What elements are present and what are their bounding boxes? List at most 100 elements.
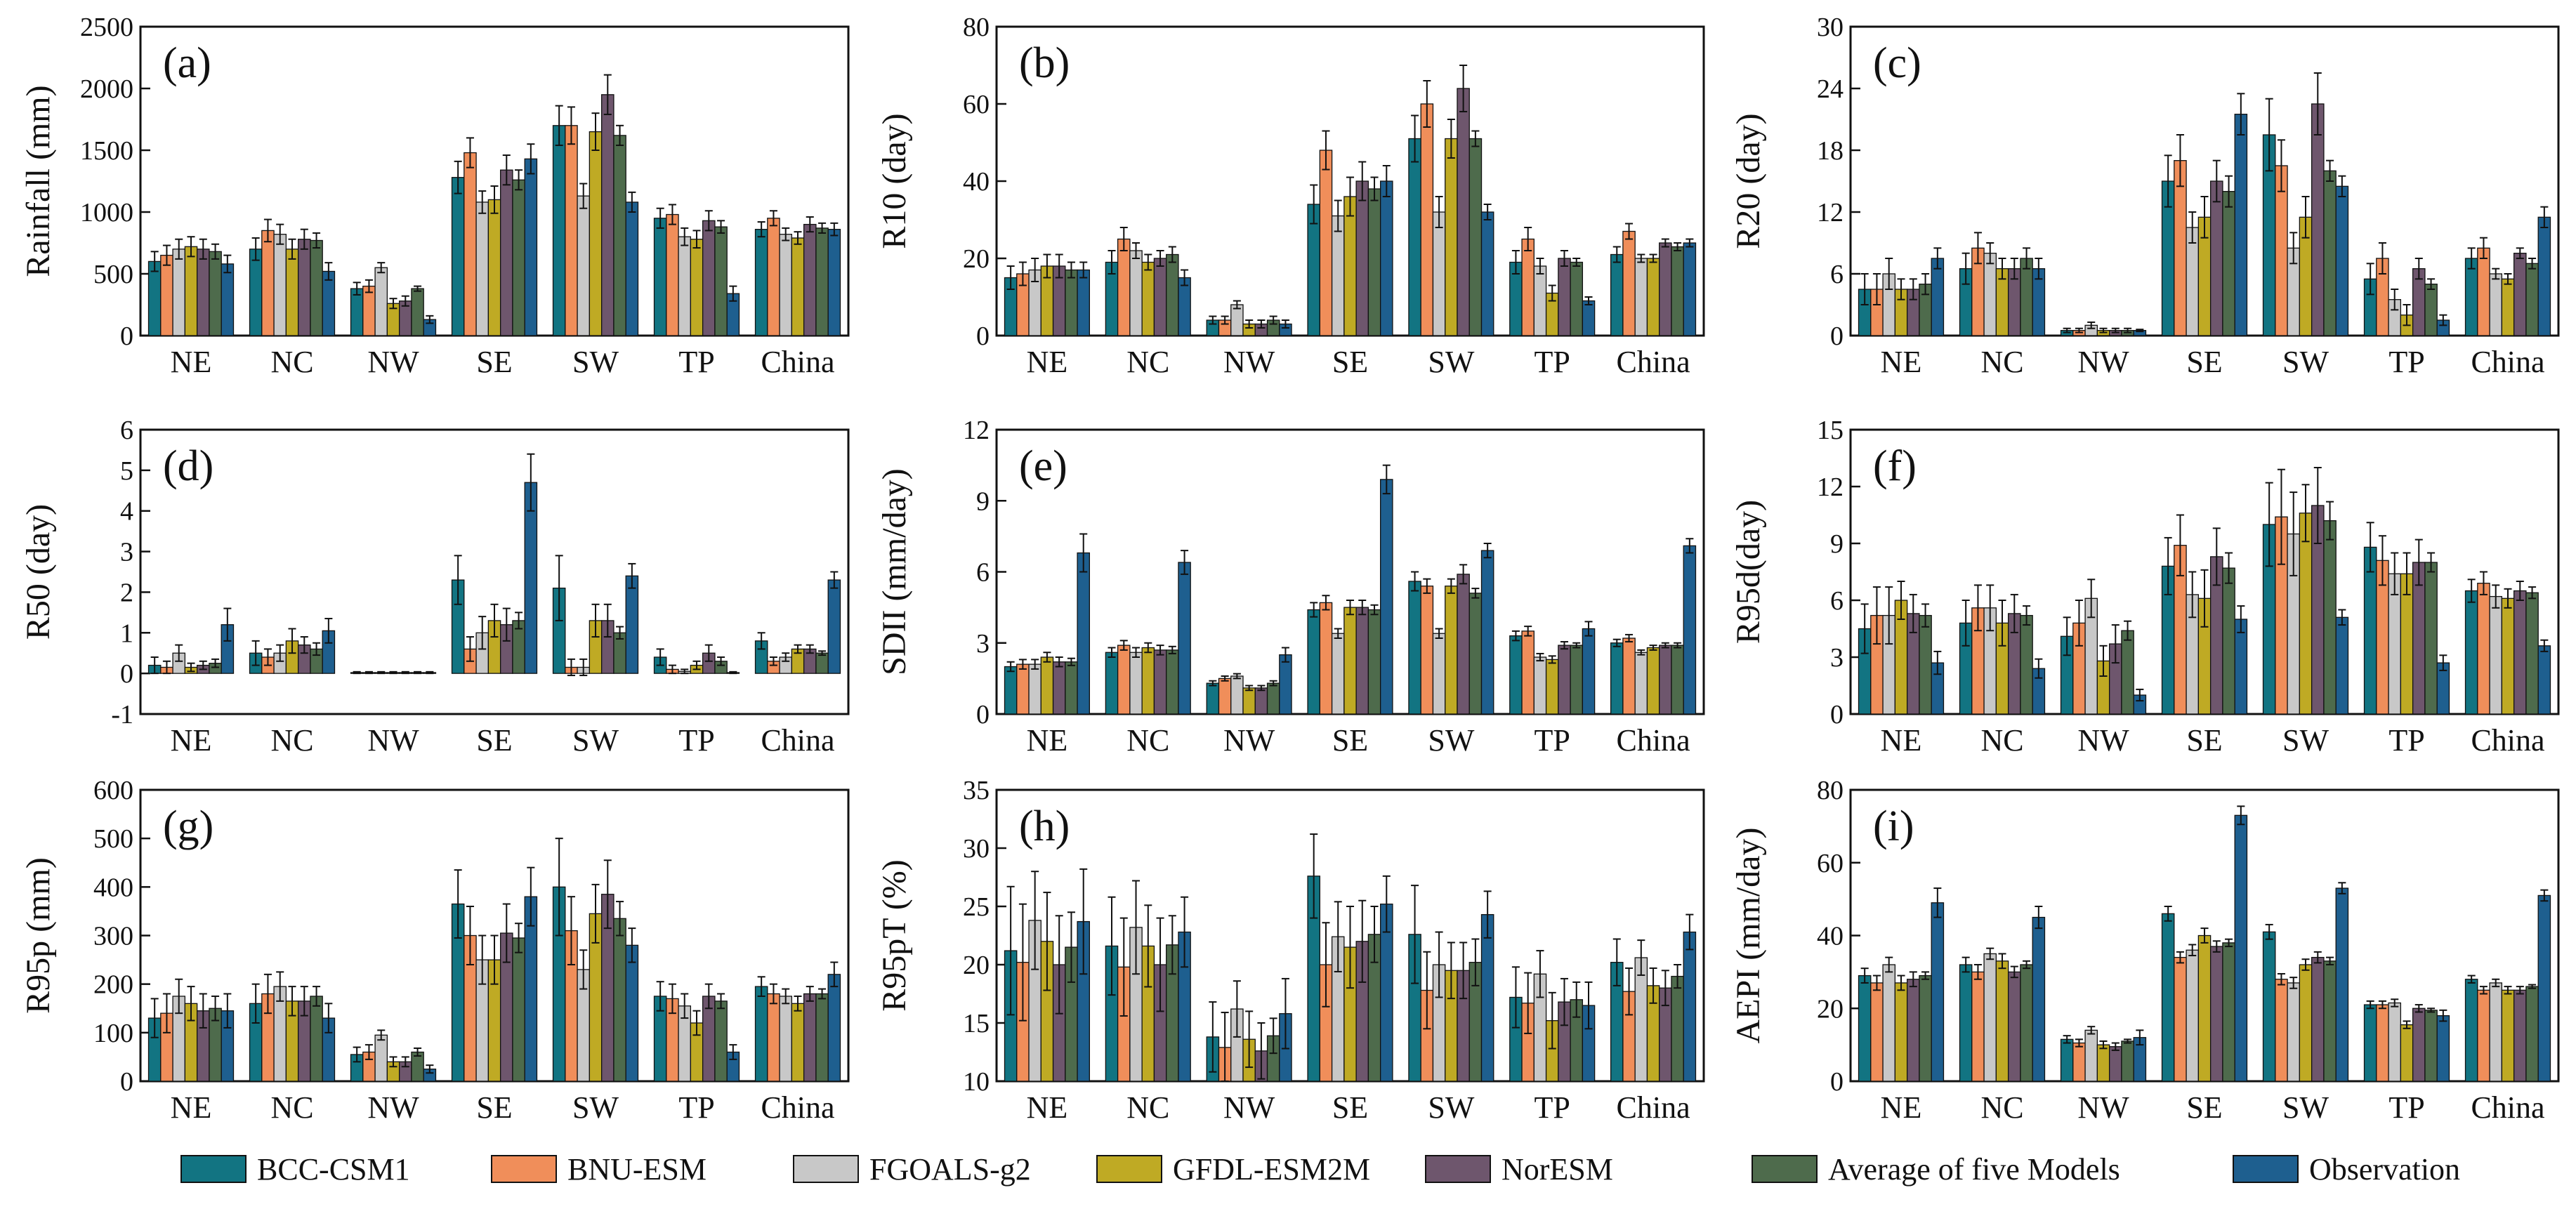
x-tick-label: NW <box>2077 345 2129 379</box>
bar <box>1380 180 1393 336</box>
x-tick-label: SE <box>2186 1090 2222 1125</box>
bar <box>1105 652 1119 715</box>
bar <box>1307 609 1320 715</box>
bar <box>1622 230 1636 336</box>
bar <box>2537 894 2551 1082</box>
bar <box>2464 258 2478 336</box>
chart-panel: 0 20 40 60 80 AEPI (mm/day) (i) NE NC NW SE SW TP Chi… <box>1730 776 2560 1125</box>
x-tick-label: NE <box>1027 345 1068 379</box>
x-tick-label: SE <box>476 1090 512 1125</box>
bar <box>1558 645 1571 715</box>
chart-panel: 0 6 12 18 24 30 R20 (day) (c) NE NC NW SE SW TP China <box>1730 13 2560 379</box>
bar <box>1117 645 1131 715</box>
bar <box>2525 263 2539 336</box>
bar <box>1432 211 1446 336</box>
bar <box>1906 979 1920 1082</box>
bar <box>2477 989 2490 1082</box>
legend-label: FGOALS-g2 <box>869 1152 1031 1187</box>
bar <box>1077 269 1090 336</box>
bar <box>1380 479 1393 715</box>
y-tick-label: 1500 <box>80 136 133 166</box>
bar <box>2424 284 2438 336</box>
bar <box>2363 1004 2377 1082</box>
y-axis-label: Rainfall (mm) <box>20 85 57 277</box>
bar <box>2020 614 2033 715</box>
x-tick-label: TP <box>678 723 714 758</box>
bar <box>310 239 323 336</box>
bar <box>1166 649 1179 715</box>
x-tick-label: NW <box>1223 345 1275 379</box>
bar <box>2388 1002 2402 1082</box>
bar <box>1931 902 1945 1082</box>
bar <box>209 251 222 336</box>
panel-label: (c) <box>1873 39 1921 87</box>
bar <box>1558 258 1571 336</box>
x-tick-label: NE <box>1027 1090 1068 1125</box>
bar <box>2489 982 2503 1082</box>
x-tick-label: NW <box>1223 723 1275 758</box>
legend-swatch <box>491 1155 557 1183</box>
bar <box>1533 265 1547 336</box>
bar <box>273 234 287 336</box>
bar <box>565 125 578 336</box>
bar <box>2287 982 2301 1082</box>
bar <box>666 213 679 336</box>
bar <box>1218 678 1232 715</box>
bar <box>1509 635 1523 715</box>
bar <box>1634 258 1648 336</box>
bar <box>1971 971 1985 1082</box>
bar <box>2501 278 2515 336</box>
bar <box>1242 687 1256 715</box>
bar <box>249 249 263 336</box>
y-tick-label: -1 <box>111 700 133 729</box>
y-tick-label: 5 <box>120 456 133 486</box>
bar <box>2501 989 2515 1082</box>
chart-panel: 10 15 20 25 30 35 R95pT (%) (h) NE NC NW SE SW TP Chin… <box>876 776 1705 1125</box>
x-tick-label: SW <box>1428 1090 1474 1125</box>
y-tick-label: 6 <box>1830 586 1844 616</box>
y-tick-label: 2000 <box>80 74 133 104</box>
bar <box>2072 1042 2086 1082</box>
bar <box>2464 979 2478 1082</box>
y-axis-label: AEPI (mm/day) <box>1730 828 1767 1044</box>
bar <box>1919 975 1932 1082</box>
x-tick-label: SW <box>1428 345 1474 379</box>
panel-label: (b) <box>1019 39 1070 87</box>
bar <box>2537 645 2551 715</box>
x-tick-label: China <box>2471 345 2544 379</box>
bar <box>2525 592 2539 715</box>
y-tick-label: 0 <box>976 322 990 351</box>
x-tick-label: NC <box>270 723 313 758</box>
y-axis-label: R95p (mm) <box>20 857 57 1014</box>
bar <box>2275 979 2288 1082</box>
bar <box>451 177 465 336</box>
bar <box>1408 581 1421 715</box>
bar <box>613 918 626 1082</box>
y-tick-label: 2 <box>120 578 133 607</box>
bar <box>362 285 376 336</box>
y-tick-label: 400 <box>93 873 133 902</box>
y-tick-label: 25 <box>963 892 990 922</box>
bar <box>2323 520 2337 715</box>
bar <box>1521 238 1535 336</box>
bar <box>1065 661 1078 715</box>
y-tick-label: 600 <box>93 776 133 805</box>
bar <box>512 937 525 1082</box>
x-tick-label: SW <box>572 1090 619 1125</box>
bar <box>1331 215 1345 336</box>
x-tick-label: SE <box>1332 345 1368 379</box>
bar <box>791 237 805 336</box>
y-axis-label: R20 (day) <box>1730 113 1767 249</box>
bar <box>2525 986 2539 1082</box>
bar <box>1117 238 1131 336</box>
bar <box>2032 916 2046 1082</box>
y-tick-label: 12 <box>1817 473 1844 502</box>
bar <box>2311 103 2325 336</box>
x-tick-label: TP <box>1535 345 1570 379</box>
y-tick-label: 12 <box>963 416 990 445</box>
x-tick-label: SW <box>2282 345 2329 379</box>
chart-panel: -1 0 1 2 3 4 5 6 R50 (day) (d) NE NC NW SE SW TP China <box>20 416 850 758</box>
bar <box>1129 250 1143 336</box>
bar <box>1570 645 1584 715</box>
bar <box>160 254 173 336</box>
